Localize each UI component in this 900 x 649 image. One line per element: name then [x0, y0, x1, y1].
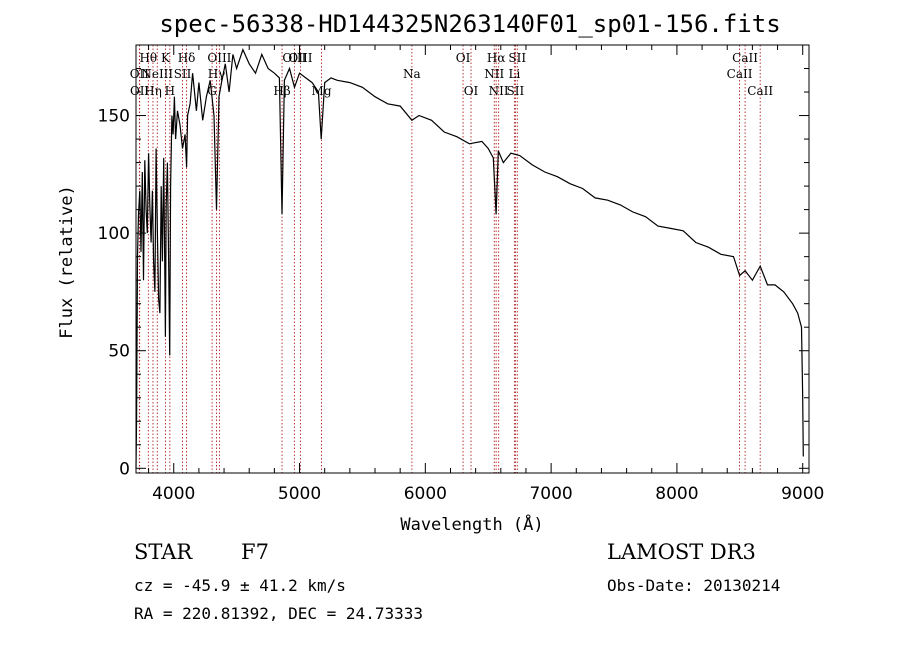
- x-tick-label: 5000: [278, 484, 321, 504]
- spectral-line-label: Hβ: [273, 84, 290, 98]
- x-tick-label: 8000: [655, 484, 698, 504]
- y-tick-label: 50: [108, 342, 130, 362]
- y-tick-label: 100: [98, 224, 130, 244]
- x-tick-label: 6000: [404, 484, 447, 504]
- spectral-line-markers: [138, 45, 761, 473]
- y-tick-label: 150: [98, 107, 130, 127]
- spectral-line-label: CaII: [747, 84, 773, 98]
- spectral-line-label: OI: [464, 84, 479, 98]
- y-tick-label: 0: [119, 459, 130, 479]
- spectral-line-label: NeIII: [141, 67, 173, 81]
- x-tick-label: 4000: [152, 484, 195, 504]
- observation-date: Obs-Date: 20130214: [607, 576, 781, 595]
- survey-name: LAMOST DR3: [607, 540, 756, 564]
- spectral-line-label: Na: [403, 67, 421, 81]
- x-tick-label: 9000: [781, 484, 824, 504]
- spectral-line-label: SII: [507, 84, 525, 98]
- spectral-line-label: SII: [508, 51, 526, 65]
- chart-title: spec-56338-HD144325N263140F01_sp01-156.f…: [159, 10, 780, 38]
- coordinates-info: RA = 220.81392, DEC = 24.73333: [134, 604, 423, 623]
- spectral-line-label: SII: [174, 67, 192, 81]
- spectral-line-label: CaII: [732, 51, 758, 65]
- spectral-line-label: OII: [130, 67, 150, 81]
- x-axis-label: Wavelength (Å): [400, 513, 543, 535]
- spectral-line-label: Mg: [312, 84, 332, 98]
- object-class: STAR: [134, 540, 193, 564]
- redshift-info: cz = -45.9 ± 41.2 km/s: [134, 576, 346, 595]
- spectral-line-label: OII: [130, 84, 150, 98]
- spectral-line-label: CaII: [727, 67, 753, 81]
- spectral-line-label: Hθ: [139, 51, 157, 65]
- object-subclass: F7: [241, 540, 269, 564]
- spectral-line-label: OIII: [288, 51, 312, 65]
- spectral-line-label: Hη: [144, 84, 162, 98]
- spectral-line-label: G: [207, 84, 217, 98]
- spectral-line-label: NII: [484, 67, 504, 81]
- flux-series-line: [135, 48, 804, 469]
- spectral-line-label: Li: [508, 67, 520, 81]
- spectral-line-label: Hδ: [178, 51, 196, 65]
- spectral-line-label: OIII: [207, 51, 231, 65]
- x-axis-ticks: 4000 5000 6000 7000 8000 9000: [148, 45, 824, 504]
- y-axis-ticks: 0 50 100 150: [98, 68, 809, 479]
- spectral-line-label: Hγ: [208, 67, 226, 81]
- y-axis-label: Flux (relative): [57, 185, 77, 339]
- spectral-line-label: OIII: [282, 51, 306, 65]
- x-tick-label: 7000: [529, 484, 572, 504]
- spectral-line-label: OI: [456, 51, 471, 65]
- plot-frame: [135, 44, 810, 474]
- spectral-line-label: K: [161, 51, 171, 65]
- spectral-line-label: NII: [489, 84, 509, 98]
- spectral-line-label: Hα: [487, 51, 506, 65]
- spectral-line-label: H: [165, 84, 175, 98]
